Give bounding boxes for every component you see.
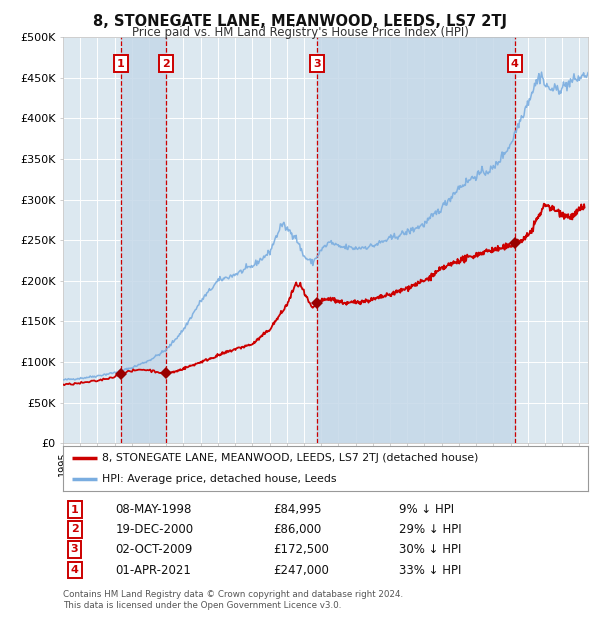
Text: 2: 2 [71, 525, 79, 534]
Text: 2: 2 [162, 59, 170, 69]
Text: 01-APR-2021: 01-APR-2021 [115, 564, 191, 577]
Text: £172,500: £172,500 [273, 543, 329, 556]
Text: HPI: Average price, detached house, Leeds: HPI: Average price, detached house, Leed… [103, 474, 337, 484]
Text: 8, STONEGATE LANE, MEANWOOD, LEEDS, LS7 2TJ: 8, STONEGATE LANE, MEANWOOD, LEEDS, LS7 … [93, 14, 507, 29]
Text: 8, STONEGATE LANE, MEANWOOD, LEEDS, LS7 2TJ (detached house): 8, STONEGATE LANE, MEANWOOD, LEEDS, LS7 … [103, 453, 479, 464]
Text: 19-DEC-2000: 19-DEC-2000 [115, 523, 194, 536]
Text: 33% ↓ HPI: 33% ↓ HPI [399, 564, 461, 577]
Text: £247,000: £247,000 [273, 564, 329, 577]
Text: 4: 4 [71, 565, 79, 575]
Text: 08-MAY-1998: 08-MAY-1998 [115, 503, 192, 516]
Text: Price paid vs. HM Land Registry's House Price Index (HPI): Price paid vs. HM Land Registry's House … [131, 26, 469, 39]
Text: 02-OCT-2009: 02-OCT-2009 [115, 543, 193, 556]
Bar [317, 37, 515, 443]
Text: 29% ↓ HPI: 29% ↓ HPI [399, 523, 461, 536]
Text: 1: 1 [71, 505, 79, 515]
Text: 3: 3 [71, 544, 79, 554]
Text: £84,995: £84,995 [273, 503, 322, 516]
Text: 3: 3 [313, 59, 321, 69]
Text: This data is licensed under the Open Government Licence v3.0.: This data is licensed under the Open Gov… [63, 601, 341, 611]
Text: £86,000: £86,000 [273, 523, 321, 536]
Text: 9% ↓ HPI: 9% ↓ HPI [399, 503, 454, 516]
Text: 30% ↓ HPI: 30% ↓ HPI [399, 543, 461, 556]
Text: 1: 1 [117, 59, 125, 69]
Bar [121, 37, 166, 443]
Text: 4: 4 [511, 59, 519, 69]
Text: Contains HM Land Registry data © Crown copyright and database right 2024.: Contains HM Land Registry data © Crown c… [63, 590, 403, 600]
